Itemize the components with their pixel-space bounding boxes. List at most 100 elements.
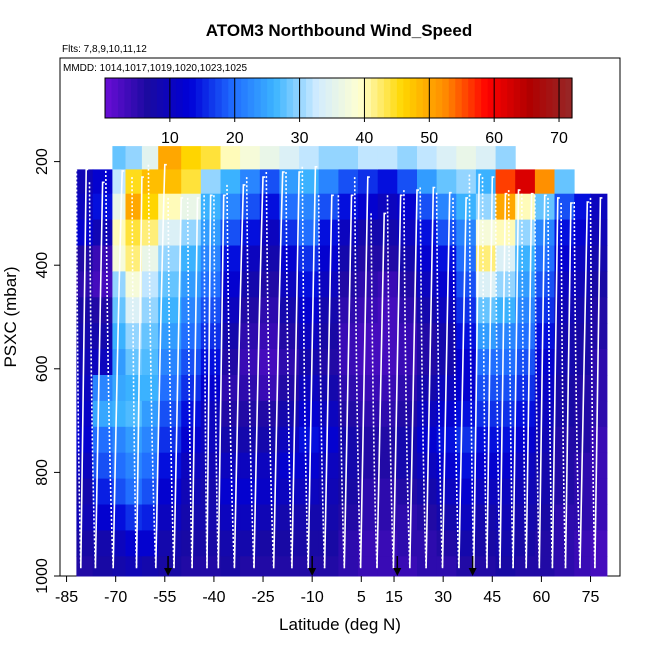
heatmap-cell xyxy=(377,349,398,376)
heatmap-cell xyxy=(534,323,555,350)
heatmap-cell xyxy=(125,146,143,170)
heatmap-cell xyxy=(259,375,280,402)
heatmap-cell xyxy=(259,323,280,350)
profile-descent xyxy=(265,171,275,569)
heatmap-cell xyxy=(574,349,592,376)
heatmap-cell xyxy=(534,245,555,272)
profile-ascent xyxy=(217,194,226,569)
heatmap-cell xyxy=(158,193,182,221)
heatmap-cell xyxy=(377,452,398,480)
heatmap-cell xyxy=(397,193,418,221)
heatmap-cell xyxy=(554,297,575,324)
heatmap-cell xyxy=(358,271,379,298)
heatmap-cell xyxy=(495,146,516,170)
colorbar-segment xyxy=(461,78,469,118)
heatmap-cell xyxy=(377,426,398,454)
heatmap-cell xyxy=(240,297,261,324)
heatmap-cell xyxy=(200,452,221,480)
heatmap-cell xyxy=(397,556,418,577)
heatmap-cell xyxy=(92,556,113,577)
heatmap-cell xyxy=(590,219,608,246)
heatmap-cell xyxy=(112,375,126,402)
colorbar-segment xyxy=(565,78,573,118)
heatmap-cell xyxy=(112,219,126,246)
heatmap-cell xyxy=(495,375,516,402)
profile-descent xyxy=(167,197,175,569)
heatmap-cell xyxy=(318,478,339,505)
heatmap-cell xyxy=(158,146,182,170)
heatmap-cell xyxy=(240,375,261,402)
heatmap-cell xyxy=(397,297,418,324)
colorbar-segment xyxy=(247,78,255,118)
heatmap-cell xyxy=(436,193,457,221)
heatmap-cell xyxy=(495,219,516,246)
colorbar-segment xyxy=(403,78,411,118)
colorbar-segment xyxy=(130,78,139,118)
profile-ascent xyxy=(206,194,213,569)
heatmap-cell xyxy=(181,245,202,272)
heatmap-cell xyxy=(397,504,418,531)
heatmap-cell xyxy=(590,193,608,221)
y-tick-label: 600 xyxy=(34,355,51,382)
heatmap-cell xyxy=(240,193,261,221)
heatmap-cell xyxy=(456,452,477,480)
heatmap-cell xyxy=(259,478,280,505)
heatmap-cell xyxy=(534,349,555,376)
heatmap-cell xyxy=(92,245,113,272)
profile-ascent xyxy=(233,184,246,569)
heatmap-cell xyxy=(240,504,261,531)
heatmap-cell xyxy=(259,349,280,376)
heatmap-cell xyxy=(181,219,202,246)
heatmap-cell xyxy=(358,530,379,557)
heatmap-cell xyxy=(240,146,261,170)
heatmap-cell xyxy=(554,271,575,298)
heatmap-cell xyxy=(377,169,398,195)
heatmap-cell xyxy=(200,426,221,454)
heatmap-cell xyxy=(92,323,113,350)
profile-ascent xyxy=(307,166,318,569)
y-tick-label: 200 xyxy=(34,148,51,175)
heatmap-cell xyxy=(495,169,516,195)
heatmap-cell xyxy=(181,375,202,402)
colorbar-segment xyxy=(370,78,379,118)
heatmap-cell xyxy=(158,530,182,557)
heatmap-cell xyxy=(554,375,575,402)
heatmap-cell xyxy=(299,349,320,376)
heatmap-cell xyxy=(181,556,202,577)
profile-descent xyxy=(88,182,97,569)
heatmap-cell xyxy=(181,349,202,376)
colorbar-segment xyxy=(325,78,333,118)
heatmap-cell xyxy=(240,349,261,376)
y-tick-label: 400 xyxy=(34,252,51,279)
heatmap-cell xyxy=(338,530,359,557)
heatmap-cell xyxy=(590,349,608,376)
heatmap-cell xyxy=(318,504,339,531)
heatmap-cell xyxy=(456,349,477,376)
heatmap-cell xyxy=(259,193,280,221)
heatmap-cell xyxy=(220,193,241,221)
heatmap-cell xyxy=(475,349,496,376)
heatmap-cell xyxy=(299,375,320,402)
heatmap-cell xyxy=(475,400,496,428)
heatmap-cell xyxy=(299,146,320,170)
heatmap-cell xyxy=(141,245,159,272)
y-axis: 200 400 600 800 1000 xyxy=(34,148,60,594)
colorbar-segment xyxy=(273,78,281,118)
heatmap-cell xyxy=(475,193,496,221)
heatmap-cell xyxy=(318,556,339,577)
heatmap-cell xyxy=(125,530,143,557)
profile-descent xyxy=(481,177,488,569)
heatmap-cell xyxy=(200,323,221,350)
heatmap-cell xyxy=(76,556,94,577)
heatmap-cell xyxy=(318,146,339,170)
heatmap-cell xyxy=(220,349,241,376)
heatmap-cell xyxy=(495,323,516,350)
heatmap-cell xyxy=(125,271,143,298)
profile-ascent xyxy=(94,181,105,569)
colorbar-segment xyxy=(195,78,203,118)
x-tick-label: -85 xyxy=(55,589,78,606)
heatmap-cell xyxy=(417,169,438,195)
heatmap-cell xyxy=(158,323,182,350)
heatmap-cell xyxy=(220,245,241,272)
